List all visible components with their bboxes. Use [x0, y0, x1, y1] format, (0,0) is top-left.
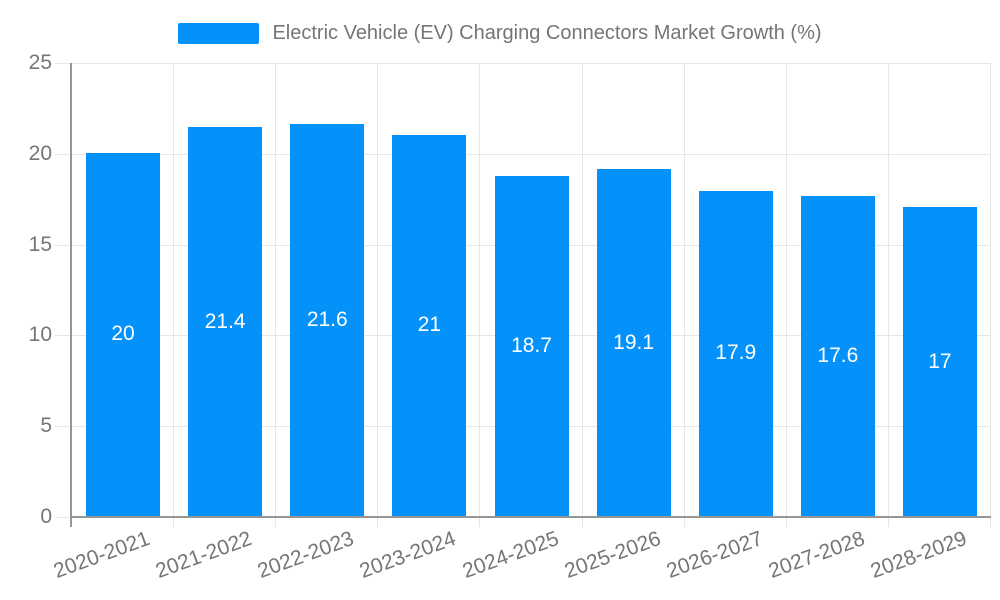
x-tick-label: 2024-2025 [459, 527, 562, 583]
x-tick-label: 2021-2022 [152, 527, 256, 583]
y-tick-label: 0 [40, 505, 52, 528]
y-tick-label: 10 [28, 323, 52, 347]
x-tick-label: 2020-2021 [50, 527, 153, 583]
legend: Electric Vehicle (EV) Charging Connector… [0, 20, 1000, 46]
bar-value-label: 19.1 [613, 330, 655, 354]
gridline-horizontal [55, 63, 991, 64]
gridline-vertical [173, 63, 175, 527]
bar-value-label: 17.6 [817, 344, 859, 368]
x-tick-label: 2022-2023 [254, 527, 358, 583]
x-tick-label: 2025-2026 [561, 527, 664, 583]
y-tick-label: 25 [28, 51, 52, 74]
y-zero-tick [55, 517, 72, 518]
gridline-vertical [581, 63, 583, 527]
gridline-horizontal [55, 153, 991, 155]
bar-value-label: 21 [417, 313, 442, 337]
bar-2020-2021: 20 [86, 152, 161, 516]
bar-value-label: 17.9 [715, 341, 757, 365]
x-tick-label: 2027-2028 [765, 527, 868, 583]
x-axis-line [72, 516, 991, 518]
gridline-vertical [377, 63, 379, 527]
gridline-vertical [275, 63, 277, 527]
legend-label: Electric Vehicle (EV) Charging Connector… [272, 21, 822, 44]
bar-2022-2023: 21.6 [290, 123, 365, 516]
bar-value-label: 21.6 [306, 307, 348, 331]
bar-value-label: 18.7 [511, 334, 552, 358]
bar-value-label: 21.4 [204, 309, 246, 333]
bar-2026-2027: 17.9 [698, 190, 773, 516]
bar-value-label: 17 [928, 349, 952, 373]
y-axis-line [70, 63, 72, 527]
y-tick-label: 5 [40, 414, 52, 438]
x-tick-label: 2023-2024 [356, 527, 460, 583]
gridline-vertical [990, 63, 991, 527]
gridline-vertical [683, 63, 685, 527]
x-tick-label: 2028-2029 [867, 527, 970, 583]
bar-2021-2022: 21.4 [188, 127, 263, 516]
gridline-vertical [479, 63, 481, 527]
x-tick-label: 2026-2027 [663, 527, 766, 583]
plot-area: 20 21.4 21.6 21 18.7 19.1 17.9 17.6 17 [55, 63, 991, 527]
bar-2027-2028: 17.6 [800, 196, 875, 516]
legend-swatch-icon [178, 22, 260, 44]
bar-2023-2024: 21 [392, 134, 467, 516]
y-tick-label: 20 [28, 141, 52, 165]
bar-value-label: 20 [111, 322, 135, 346]
y-axis-tick-labels: 0 5 10 15 20 25 [0, 51, 52, 528]
gridline-vertical [887, 63, 889, 527]
bar-2024-2025: 18.7 [494, 176, 569, 516]
gridline-vertical [785, 63, 787, 527]
y-tick-label: 15 [28, 232, 52, 256]
bar-2025-2026: 19.1 [596, 169, 671, 516]
bar-2028-2029: 17 [902, 207, 977, 516]
